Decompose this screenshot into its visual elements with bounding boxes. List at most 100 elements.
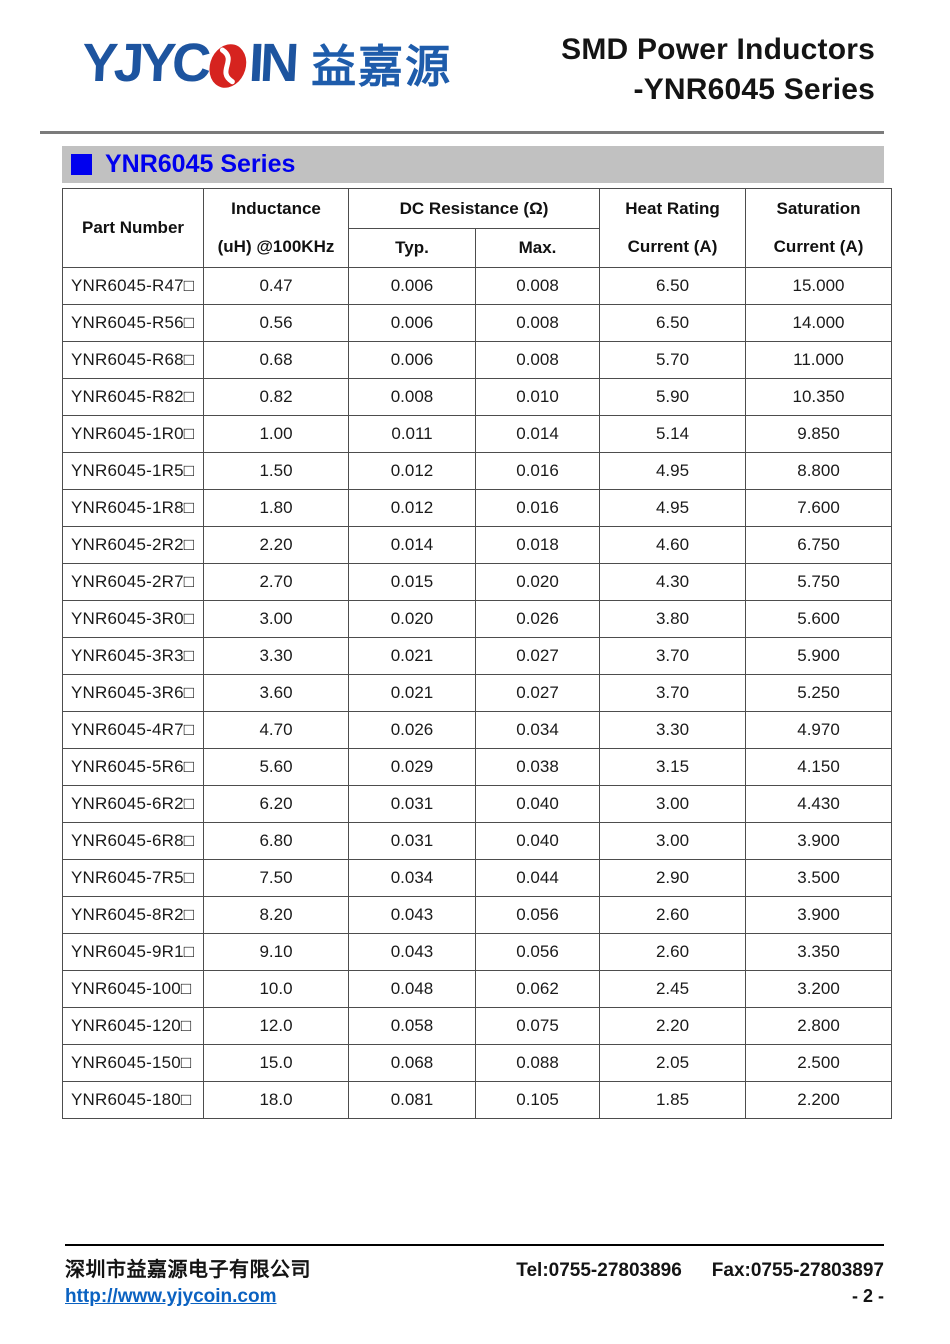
cell-heat: 6.50 [599,267,747,306]
cell-typ: 0.011 [348,415,476,454]
cell-sat: 5.600 [745,600,893,639]
cell-inductance: 1.50 [203,452,349,491]
cell-inductance: 3.00 [203,600,349,639]
cell-typ: 0.043 [348,933,476,972]
cell-inductance: 6.20 [203,785,349,824]
col-header-saturation: Saturation Current (A) [745,188,893,269]
cell-heat: 3.00 [599,785,747,824]
cell-heat: 3.00 [599,822,747,861]
col-header-part-number: Part Number [62,188,204,269]
cell-part: YNR6045-5R6□ [62,748,204,787]
cell-heat: 4.95 [599,489,747,528]
cell-part: YNR6045-100□ [62,970,204,1009]
cell-part: YNR6045-6R8□ [62,822,204,861]
cell-heat: 3.80 [599,600,747,639]
cell-sat: 3.900 [745,822,893,861]
col-header-inductance: Inductance (uH) @100KHz [203,188,349,269]
cell-heat: 2.60 [599,896,747,935]
table-row: YNR6045-3R6□ 3.60 0.021 0.027 3.70 5.250 [62,674,893,713]
cell-inductance: 3.60 [203,674,349,713]
cell-sat: 5.250 [745,674,893,713]
table-row: YNR6045-R47□ 0.47 0.006 0.008 6.50 15.000 [62,267,893,306]
cell-part: YNR6045-3R6□ [62,674,204,713]
cell-max: 0.075 [474,1007,601,1046]
cell-sat: 14.000 [745,304,893,343]
cell-max: 0.026 [474,600,601,639]
cell-part: YNR6045-9R1□ [62,933,204,972]
cell-max: 0.027 [474,637,601,676]
table-row: YNR6045-9R1□ 9.10 0.043 0.056 2.60 3.350 [62,933,893,972]
cell-typ: 0.006 [348,304,476,343]
logo-wordmark-right: IN [247,32,297,93]
cell-max: 0.027 [474,674,601,713]
table-row: YNR6045-7R5□ 7.50 0.034 0.044 2.90 3.500 [62,859,893,898]
section-bullet-square-icon [71,154,92,176]
cell-max: 0.056 [474,933,601,972]
page-footer: 深圳市益嘉源电子有限公司 Tel:0755-27803896 Fax:0755-… [65,1244,884,1308]
table-row: YNR6045-4R7□ 4.70 0.026 0.034 3.30 4.970 [62,711,893,750]
cell-max: 0.105 [474,1081,601,1120]
cell-max: 0.088 [474,1044,601,1083]
cell-inductance: 0.47 [203,267,349,306]
section-header: YNR6045 Series [62,146,884,184]
cell-max: 0.014 [474,415,601,454]
cell-inductance: 5.60 [203,748,349,787]
cell-max: 0.010 [474,378,601,417]
cell-heat: 4.60 [599,526,747,565]
cell-typ: 0.048 [348,970,476,1009]
cell-typ: 0.031 [348,785,476,824]
cell-max: 0.020 [474,563,601,602]
cell-sat: 4.430 [745,785,893,824]
cell-inductance: 1.80 [203,489,349,528]
cell-part: YNR6045-1R0□ [62,415,204,454]
cell-typ: 0.026 [348,711,476,750]
cell-inductance: 8.20 [203,896,349,935]
cell-sat: 8.800 [745,452,893,491]
cell-part: YNR6045-4R7□ [62,711,204,750]
cell-inductance: 6.80 [203,822,349,861]
company-logo: YJYC IN 益嘉源 [80,30,453,95]
website-link[interactable]: http://www.yjycoin.com [65,1286,277,1307]
cell-heat: 2.45 [599,970,747,1009]
cell-part: YNR6045-R68□ [62,341,204,380]
cell-sat: 3.500 [745,859,893,898]
table-row: YNR6045-5R6□ 5.60 0.029 0.038 3.15 4.150 [62,748,893,787]
logo-chinese-name: 益嘉源 [311,41,453,92]
cell-typ: 0.012 [348,489,476,528]
col-header-heat-rating: Heat Rating Current (A) [599,188,747,269]
cell-inductance: 0.56 [203,304,349,343]
tel-number: Tel:0755-27803896 [516,1260,682,1281]
table-row: YNR6045-150□ 15.0 0.068 0.088 2.05 2.500 [62,1044,893,1083]
cell-inductance: 18.0 [203,1081,349,1120]
cell-max: 0.040 [474,785,601,824]
table-row: YNR6045-2R7□ 2.70 0.015 0.020 4.30 5.750 [62,563,893,602]
col-header-typ: Typ. [348,227,476,269]
title-line-2: -YNR6045 Series [633,73,875,107]
cell-sat: 3.900 [745,896,893,935]
footer-divider [65,1244,884,1246]
table-row: YNR6045-R68□ 0.68 0.006 0.008 5.70 11.000 [62,341,893,380]
cell-sat: 5.750 [745,563,893,602]
cell-inductance: 15.0 [203,1044,349,1083]
cell-sat: 4.970 [745,711,893,750]
table-row: YNR6045-6R2□ 6.20 0.031 0.040 3.00 4.430 [62,785,893,824]
cell-heat: 3.15 [599,748,747,787]
table-row: YNR6045-1R0□ 1.00 0.011 0.014 5.14 9.850 [62,415,893,454]
cell-typ: 0.006 [348,341,476,380]
cell-typ: 0.058 [348,1007,476,1046]
cell-sat: 7.600 [745,489,893,528]
cell-sat: 10.350 [745,378,893,417]
cell-typ: 0.031 [348,822,476,861]
cell-inductance: 12.0 [203,1007,349,1046]
cell-inductance: 2.20 [203,526,349,565]
company-name: 深圳市益嘉源电子有限公司 [65,1259,311,1281]
table-body: YNR6045-R47□ 0.47 0.006 0.008 6.50 15.000 YNR6… [62,267,893,1120]
cell-inductance: 9.10 [203,933,349,972]
cell-sat: 6.750 [745,526,893,565]
cell-sat: 2.800 [745,1007,893,1046]
logo-wordmark: YJYC IN [80,32,296,94]
cell-heat: 2.20 [599,1007,747,1046]
cell-max: 0.008 [474,304,601,343]
table-row: YNR6045-1R8□ 1.80 0.012 0.016 4.95 7.600 [62,489,893,528]
cell-typ: 0.008 [348,378,476,417]
